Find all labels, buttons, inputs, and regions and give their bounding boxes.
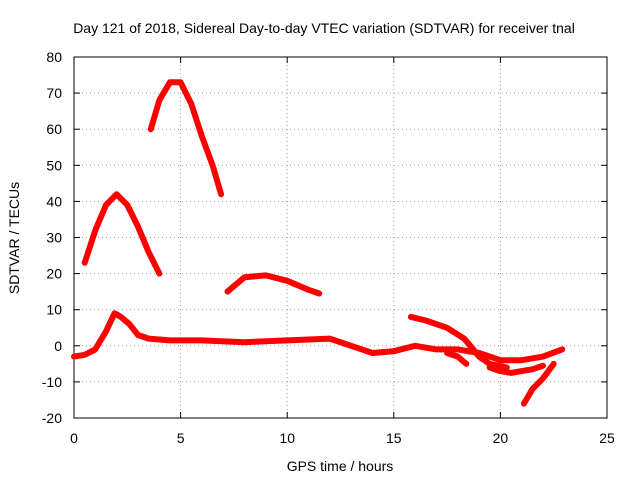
series-group — [71, 79, 566, 407]
series-line-arc-6 — [486, 362, 546, 376]
x-tick-label: 10 — [279, 430, 295, 446]
y-tick-label: 80 — [46, 49, 62, 65]
series-line-arc-7 — [520, 360, 557, 407]
y-tick-label: -20 — [42, 410, 62, 426]
grid-lines — [74, 57, 607, 418]
x-tick-label: 20 — [493, 430, 509, 446]
series-line-arc-3 — [224, 272, 323, 297]
y-tick-label: 40 — [46, 193, 62, 209]
series-line-arc-1 — [81, 191, 163, 277]
x-axis-title: GPS time / hours — [287, 458, 394, 474]
x-tick-label: 0 — [70, 430, 78, 446]
series-line-arc-2 — [147, 79, 225, 198]
y-tick-label: 50 — [46, 157, 62, 173]
y-tick-label: 20 — [46, 266, 62, 282]
y-tick-label: 70 — [46, 85, 62, 101]
series-line-arc-8 — [444, 350, 470, 367]
chart-title: Day 121 of 2018, Sidereal Day-to-day VTE… — [73, 20, 575, 36]
x-tick-label: 25 — [599, 430, 615, 446]
series-line-arc-5 — [407, 313, 510, 371]
y-tick-label: 10 — [46, 302, 62, 318]
x-tick-label: 5 — [177, 430, 185, 446]
x-tick-label: 15 — [386, 430, 402, 446]
y-tick-label: 60 — [46, 121, 62, 137]
series-line-arc-4 — [71, 310, 566, 364]
y-axis-title: SDTVAR / TECUs — [6, 182, 22, 294]
y-tick-label: 30 — [46, 230, 62, 246]
axis-ticks: 0 5 10 15 20 25 -20 -10 0 10 20 30 40 50 60 70 80 — [42, 49, 615, 446]
y-tick-label: 0 — [54, 338, 62, 354]
y-tick-label: -10 — [42, 374, 62, 390]
